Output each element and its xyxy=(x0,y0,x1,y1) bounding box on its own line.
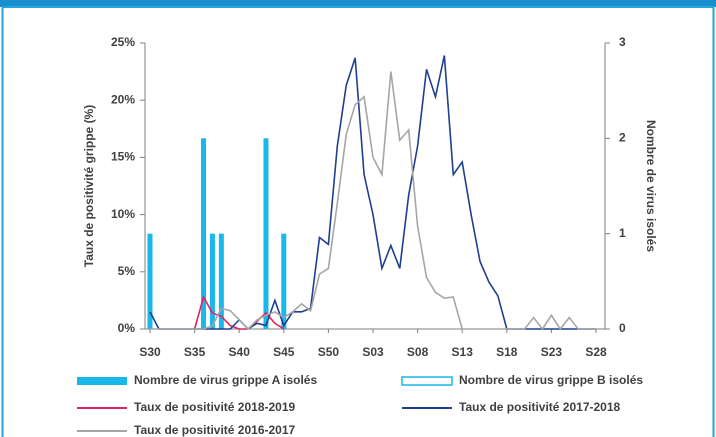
y-tick-label: 25% xyxy=(111,35,135,49)
bar xyxy=(147,233,153,329)
x-tick-label: S30 xyxy=(139,345,161,359)
legend-label: Nombre de virus grippe B isolés xyxy=(459,373,643,387)
y-tick-label: 20% xyxy=(111,92,135,106)
x-tick-label: S28 xyxy=(585,345,607,359)
y2-tick-label: 3 xyxy=(619,35,626,49)
bar xyxy=(201,138,207,329)
line xyxy=(149,55,596,331)
x-tick-label: S13 xyxy=(452,345,474,359)
top-band xyxy=(0,0,716,7)
x-tick-label: S23 xyxy=(541,345,563,359)
bar xyxy=(281,233,287,329)
y2-tick-label: 2 xyxy=(619,131,626,145)
x-tick-label: S40 xyxy=(229,345,251,359)
legend-label: Taux de positivité 2018-2019 xyxy=(134,400,296,414)
legend-label: Nombre de virus grippe A isolés xyxy=(134,373,317,387)
x-tick-label: S50 xyxy=(318,345,340,359)
y2-axis-title: Nombre de virus isolés xyxy=(644,120,658,252)
legend-swatch xyxy=(401,376,453,386)
legend-label: Taux de positivité 2017-2018 xyxy=(459,400,621,414)
bar xyxy=(263,138,269,329)
y-tick-label: 0% xyxy=(118,321,136,335)
x-tick-label: S18 xyxy=(496,345,518,359)
legend-label: Taux de positivité 2016-2017 xyxy=(134,423,296,437)
x-tick-label: S45 xyxy=(273,345,295,359)
legend-swatch xyxy=(77,377,127,385)
line xyxy=(150,71,596,331)
bar xyxy=(218,233,224,329)
frame xyxy=(1,6,715,437)
x-tick-label: S35 xyxy=(184,345,206,359)
y-tick-label: 15% xyxy=(111,150,135,164)
y-tick-label: 5% xyxy=(118,264,136,278)
x-tick-label: S03 xyxy=(362,345,384,359)
y2-tick-label: 1 xyxy=(619,226,626,240)
y2-tick-label: 0 xyxy=(619,321,626,335)
bar xyxy=(209,233,215,329)
y-axis-title: Taux de positivité grippe (%) xyxy=(82,105,96,267)
y-tick-label: 10% xyxy=(111,207,135,221)
x-tick-label: S08 xyxy=(407,345,429,359)
